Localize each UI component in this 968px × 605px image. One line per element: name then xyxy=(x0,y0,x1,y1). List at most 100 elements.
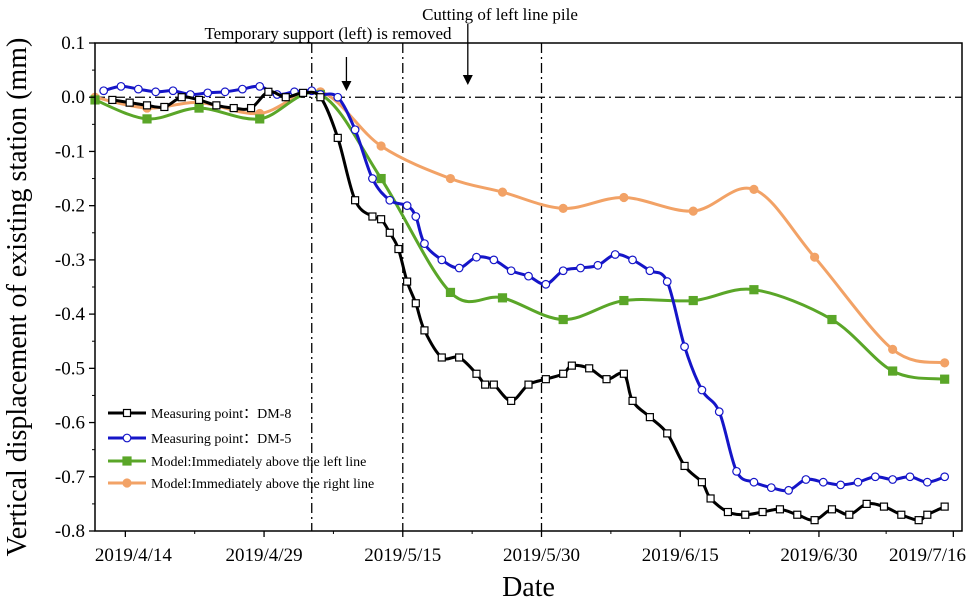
series-3-point-12 xyxy=(749,285,759,295)
series-2-point-45 xyxy=(836,480,846,490)
series-2-point-32 xyxy=(610,250,620,259)
series-2-point-33 xyxy=(628,255,637,265)
series-2-point-21 xyxy=(420,239,429,249)
series-2-point-15 xyxy=(333,92,343,102)
series-2-point-51 xyxy=(940,472,950,482)
series-1-point-29 xyxy=(524,380,533,389)
series-1-point-36 xyxy=(628,396,637,405)
series-2-point-1 xyxy=(99,86,109,96)
series-1-point-54 xyxy=(923,510,932,519)
series-2-point-25 xyxy=(489,255,499,265)
series-1-point-44 xyxy=(758,507,767,517)
x-tick-label-2: 2019/4/29 xyxy=(226,545,303,566)
series-2-point-3 xyxy=(133,84,143,94)
series-2-point-34 xyxy=(645,266,655,276)
series-1-point-30 xyxy=(541,375,550,384)
y-tick-label-7: -0.5 xyxy=(55,358,85,379)
series-2-point-29 xyxy=(558,266,568,276)
series-1-point-41 xyxy=(706,494,715,503)
series-2-point-27 xyxy=(524,271,533,281)
legend-item-3: Model:Immediately above the left line xyxy=(108,455,366,470)
series-1-point-39 xyxy=(680,461,689,471)
legend-item-4: Model:Immediately above the right line xyxy=(108,477,374,492)
series-1-point-52 xyxy=(897,510,906,519)
series-2-point-31 xyxy=(593,260,603,270)
legend-swatch-marker-4 xyxy=(122,478,132,488)
series-1-point-21 xyxy=(411,299,420,308)
y-tick-label-4: -0.2 xyxy=(55,196,85,217)
series-2-point-7 xyxy=(203,88,213,98)
series-3-point-14 xyxy=(888,366,898,376)
legend-item-1: Measuring point：DM-8 xyxy=(108,407,291,422)
series-3-point-2 xyxy=(142,114,152,124)
series-1-point-18 xyxy=(385,228,394,237)
series-3-point-9 xyxy=(558,314,568,325)
series-1-point-11 xyxy=(281,93,290,102)
annotation-1-text: Temporary support (left) is removed xyxy=(204,24,452,43)
series-2-point-30 xyxy=(576,263,585,273)
y-tick-label-1: 0.1 xyxy=(61,33,85,54)
legend-swatch-marker-1 xyxy=(122,408,132,418)
series-1-point-19 xyxy=(394,244,403,254)
series-3-point-13 xyxy=(827,314,837,325)
series-1-point-2 xyxy=(125,98,134,107)
plot-background xyxy=(95,43,962,531)
series-4-point-15 xyxy=(940,358,950,368)
series-2-point-17 xyxy=(368,174,377,183)
series-1-point-6 xyxy=(194,95,204,105)
series-1-point-55 xyxy=(940,502,949,511)
series-1-point-14 xyxy=(333,133,342,142)
series-2 xyxy=(99,81,950,495)
legend-label-1: Measuring point：DM-8 xyxy=(151,407,291,422)
annotations: Temporary support (left) is removedCutti… xyxy=(204,5,578,91)
series-4-point-6 xyxy=(376,141,386,151)
series-4-point-12 xyxy=(749,184,759,194)
annotation-1: Temporary support (left) is removed xyxy=(204,24,452,91)
series-1-point-4 xyxy=(160,102,169,112)
plot-area xyxy=(95,43,962,531)
series-4-point-9 xyxy=(558,203,568,213)
series-2-point-8 xyxy=(220,87,230,97)
series-2-point-20 xyxy=(411,212,421,221)
series-2-point-48 xyxy=(888,475,898,484)
series-1-point-40 xyxy=(697,478,707,487)
series-1-point-53 xyxy=(914,516,923,525)
legend: Measuring point：DM-8 Measuring point：DM-5… xyxy=(108,407,374,492)
reference-lines xyxy=(95,43,962,531)
series-1-point-12 xyxy=(298,88,308,97)
series-2-point-23 xyxy=(454,263,464,273)
x-tick-label-1: 2019/4/14 xyxy=(95,545,173,566)
series-2-point-2 xyxy=(116,81,126,91)
series-1-point-17 xyxy=(377,215,386,224)
series-2-point-49 xyxy=(905,472,915,482)
legend-label-2: Measuring point：DM-5 xyxy=(151,432,291,447)
series-2-point-36 xyxy=(680,342,689,352)
series-2-point-5 xyxy=(168,86,178,96)
x-tick-label-3: 2019/5/15 xyxy=(364,545,441,566)
series-2-point-4 xyxy=(151,87,161,97)
series-3-point-10 xyxy=(619,295,629,306)
series-1-point-16 xyxy=(368,212,377,221)
series-1-point-43 xyxy=(741,510,750,519)
series-2-point-10 xyxy=(255,81,265,91)
series-2-point-42 xyxy=(784,485,793,495)
series-4-point-13 xyxy=(810,252,820,262)
x-axis-title: Date xyxy=(502,572,555,603)
y-tick-label-3: -0.1 xyxy=(55,141,85,162)
y-tick-label-5: -0.3 xyxy=(55,250,85,271)
series-1-point-50 xyxy=(862,499,871,508)
x-tick-label-4: 2019/5/30 xyxy=(503,545,580,566)
series-1-point-23 xyxy=(437,353,446,362)
series-2-point-41 xyxy=(766,483,776,493)
series-3-point-11 xyxy=(688,295,698,306)
series-3-point-3 xyxy=(194,103,204,113)
series-2-point-39 xyxy=(732,466,741,476)
series-3-point-4 xyxy=(255,114,265,124)
series-4-point-14 xyxy=(888,344,898,354)
annotation-2: Cutting of left line pile xyxy=(422,5,578,85)
series-2-point-46 xyxy=(853,477,863,487)
series-1-point-35 xyxy=(619,369,628,378)
series-1-point-1 xyxy=(108,95,117,105)
series-1-point-22 xyxy=(420,326,429,335)
series-1-point-46 xyxy=(793,510,802,519)
